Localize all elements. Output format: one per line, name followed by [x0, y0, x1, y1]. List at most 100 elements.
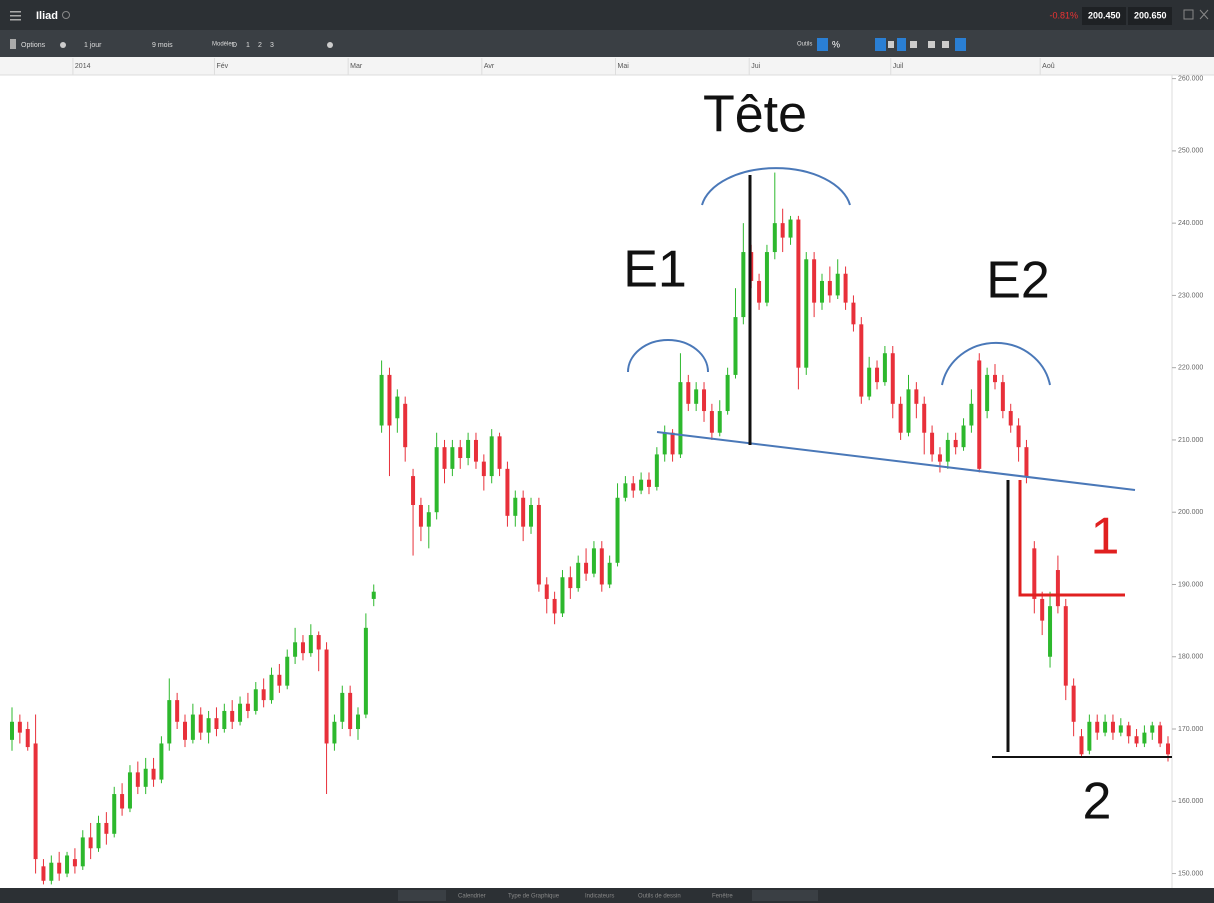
tools-label: Outils [797, 42, 812, 48]
head-arc [701, 167, 851, 206]
shoulder-arc [941, 341, 1051, 386]
candle-body [859, 324, 864, 397]
annotation: Tête [703, 86, 807, 144]
candle-body [804, 259, 809, 368]
close-button[interactable] [1199, 9, 1209, 20]
candle-body [25, 729, 30, 748]
candle-body [481, 461, 486, 477]
candle-body [1016, 425, 1021, 448]
candle-body [1158, 725, 1163, 744]
candle-body [591, 548, 596, 574]
candle-body [340, 692, 345, 722]
candle-body [1087, 721, 1092, 751]
footer-tab[interactable]: Type de Graphique [508, 894, 560, 900]
period-select[interactable]: 9 mois [152, 42, 173, 49]
neckline [656, 431, 1136, 491]
toolbar-button[interactable]: D [232, 42, 237, 49]
candle-body [300, 642, 305, 654]
candle-body [426, 512, 431, 527]
candle-body [308, 635, 313, 654]
footer-tab[interactable]: Indicateurs [585, 894, 614, 900]
drawing-tools[interactable] [875, 38, 966, 51]
candle-body [285, 656, 290, 686]
settings-icon[interactable] [60, 42, 66, 48]
annotation: 2 [1083, 773, 1112, 831]
toolbar-button[interactable]: 3 [270, 42, 274, 49]
instrument-title: Iliad [36, 10, 58, 22]
candle-body [709, 411, 714, 433]
candle-body [175, 700, 180, 722]
toolbar-button[interactable]: 1 [246, 42, 250, 49]
candle-body [316, 635, 321, 650]
candle-body [646, 479, 651, 487]
footer-tab[interactable]: Calendrier [458, 894, 486, 900]
y-tick-label: 260.000 [1178, 75, 1203, 82]
candle-body [521, 497, 526, 527]
candle-body [513, 497, 518, 516]
candle-body [536, 504, 541, 585]
bid-box[interactable] [1082, 7, 1126, 25]
candle-body [1126, 725, 1131, 737]
candle-body [442, 447, 447, 469]
candle-body [1095, 721, 1100, 733]
candle-body [1040, 598, 1045, 621]
top-bar [0, 0, 1214, 30]
interval-select[interactable]: 1 jour [84, 42, 102, 49]
candle-body [277, 674, 282, 686]
annotation: 1 [1091, 508, 1120, 566]
candle-body [568, 577, 573, 589]
candle-body [49, 862, 54, 881]
y-tick-label: 190.000 [1178, 581, 1203, 588]
candle-body [238, 703, 243, 722]
footer-icons[interactable] [752, 890, 818, 901]
toolbar-button[interactable]: 2 [258, 42, 262, 49]
candle-body [733, 317, 738, 375]
candle-body [914, 389, 919, 404]
y-tick-label: 220.000 [1178, 365, 1203, 372]
annotation: E1 [623, 241, 687, 299]
candle-body [584, 562, 589, 574]
candle-body [395, 396, 400, 419]
candle-body [741, 252, 746, 318]
candle-body [906, 389, 911, 433]
candle-body [245, 703, 250, 711]
candle-body [529, 504, 534, 527]
x-tick-label: 2014 [75, 63, 91, 70]
search-icon[interactable] [62, 11, 70, 19]
candle-body [104, 822, 109, 834]
tool-button[interactable] [817, 38, 828, 51]
candle-body [930, 432, 935, 455]
candle-body [1166, 743, 1170, 755]
candle-body [418, 504, 423, 527]
candle-body [112, 794, 117, 834]
settings-icon[interactable] [327, 42, 333, 48]
window-button[interactable] [1183, 9, 1194, 20]
ask-box[interactable] [1128, 7, 1172, 25]
candle-body [631, 483, 636, 491]
percent-button[interactable]: % [832, 39, 840, 49]
y-tick-label: 150.000 [1178, 870, 1203, 877]
candle-body [411, 476, 416, 505]
templates-button[interactable]: Modèles [212, 42, 235, 48]
menu-icon[interactable] [10, 11, 21, 21]
plot: 150.000 160.000 170.000 180.000 190.000 200.0… [10, 58, 1203, 885]
candle-body [599, 548, 604, 585]
drawing-tools[interactable] [888, 41, 949, 48]
x-tick-label: Jui [751, 63, 760, 70]
target-line [1018, 480, 1125, 597]
options-icon [10, 39, 16, 49]
candle-body [1103, 721, 1108, 733]
x-tick-label: Avr [484, 63, 495, 70]
y-tick-label: 240.000 [1178, 220, 1203, 227]
candle-body [1071, 685, 1076, 722]
candle-body [1008, 411, 1013, 426]
candle-body [505, 468, 510, 516]
candle-body [945, 439, 950, 462]
candle-body [403, 403, 408, 448]
footer-tab[interactable]: Outils de dessin [638, 894, 681, 900]
footer-icons[interactable] [398, 890, 446, 901]
candle-body [780, 223, 785, 238]
footer-tab[interactable]: Fenêtre [712, 894, 733, 900]
options-button[interactable]: Options [21, 42, 46, 49]
